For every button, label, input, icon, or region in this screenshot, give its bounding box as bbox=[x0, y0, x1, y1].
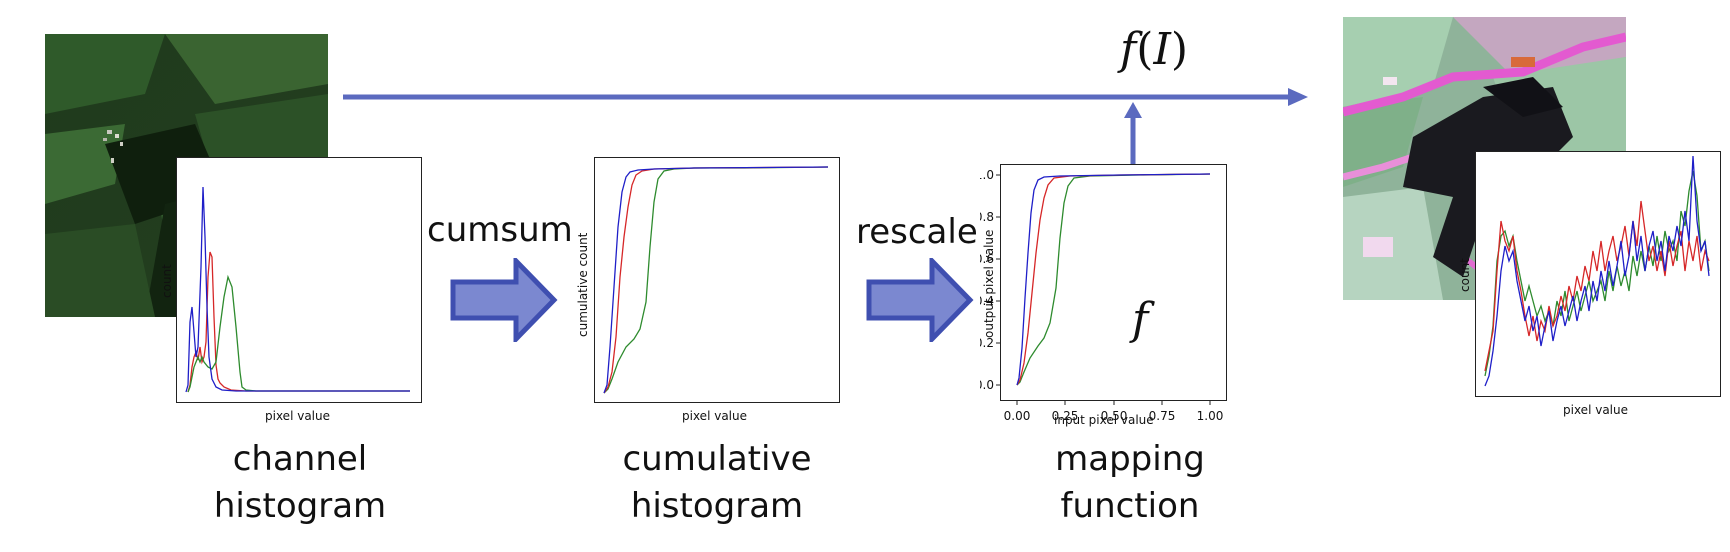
cumulative-histogram-label: cumulative histogram bbox=[592, 436, 842, 530]
input-hist-green-series bbox=[187, 274, 410, 393]
mapping-xtick-label: 1.00 bbox=[1197, 409, 1224, 423]
channel-histogram-label-line2: histogram bbox=[213, 486, 387, 526]
mapping-ytick-label: 0.6 bbox=[980, 252, 994, 266]
output-histogram-chart bbox=[1475, 151, 1721, 397]
mapping-xtick-label: 0.75 bbox=[1149, 409, 1176, 423]
mapping-function-label-line1: mapping bbox=[1055, 439, 1205, 479]
mapping-xticks bbox=[1016, 401, 1211, 405]
mapping-ytick-label: 0.0 bbox=[980, 378, 994, 392]
input-hist-blue-series bbox=[185, 186, 410, 393]
mapping-xtick-label: 0.50 bbox=[1101, 409, 1128, 423]
cumulative-histogram-label-line2: histogram bbox=[630, 486, 804, 526]
mapping-green-series bbox=[1016, 173, 1211, 386]
input-histogram-plot bbox=[176, 157, 422, 403]
mapping-xtick-label: 0.00 bbox=[1004, 409, 1031, 423]
mapping-ytick-label: 0.2 bbox=[980, 336, 994, 350]
output-hist-blue-series bbox=[1484, 155, 1710, 387]
mapping-ytick-label: 1.0 bbox=[980, 168, 994, 182]
mapping-ylabel: output pixel value bbox=[982, 229, 996, 338]
output-formula-open-paren: ( bbox=[1136, 24, 1154, 75]
output-histogram-plot bbox=[1475, 151, 1721, 397]
rescale-block-arrow-icon bbox=[866, 258, 974, 342]
output-formula-f: f bbox=[1120, 24, 1137, 75]
mapping-xtick-label: 0.25 bbox=[1052, 409, 1079, 423]
input-histogram-chart bbox=[176, 157, 422, 403]
output-formula-arg: I bbox=[1153, 24, 1171, 75]
mapping-function-chart: 0.0 0.2 0.4 0.6 0.8 1.0 0.00 0.25 0.50 0… bbox=[980, 164, 1227, 423]
cumsum-block-arrow-icon bbox=[450, 258, 558, 342]
cumulative-histogram-xlabel: pixel value bbox=[682, 409, 747, 423]
cumulative-blue-series bbox=[603, 166, 829, 394]
channel-histogram-label: channel histogram bbox=[175, 436, 425, 530]
output-histogram-xlabel: pixel value bbox=[1563, 403, 1628, 417]
mapping-yticks bbox=[996, 174, 1000, 386]
mapping-function-symbol: f bbox=[1132, 294, 1149, 345]
cumulative-histogram-ylabel: cumulative count bbox=[576, 232, 590, 337]
cumulative-histogram-chart bbox=[594, 157, 840, 403]
mapping-xlabel: input pixel value bbox=[1054, 413, 1154, 427]
input-histogram-ylabel: count bbox=[160, 264, 174, 298]
cumsum-label: cumsum bbox=[427, 210, 573, 250]
output-formula: f(I) bbox=[1120, 24, 1188, 75]
input-histogram-xlabel: pixel value bbox=[265, 409, 330, 423]
channel-histogram-label-line1: channel bbox=[232, 439, 368, 479]
top-flow-arrow bbox=[343, 88, 1308, 106]
output-hist-red-series bbox=[1484, 200, 1710, 372]
cumulative-histogram-plot bbox=[594, 157, 840, 403]
output-histogram-ylabel: count bbox=[1458, 258, 1472, 292]
cumulative-histogram-label-line1: cumulative bbox=[622, 439, 812, 479]
rescale-label: rescale bbox=[856, 212, 978, 252]
mapping-blue-series bbox=[1016, 173, 1211, 386]
mapping-ytick-label: 0.4 bbox=[980, 294, 994, 308]
mapping-function-label-line2: function bbox=[1060, 486, 1200, 526]
output-formula-close-paren: ) bbox=[1170, 24, 1189, 75]
up-arrow bbox=[1124, 102, 1142, 164]
mapping-function-label: mapping function bbox=[1005, 436, 1255, 530]
mapping-ytick-label: 0.8 bbox=[980, 210, 994, 224]
